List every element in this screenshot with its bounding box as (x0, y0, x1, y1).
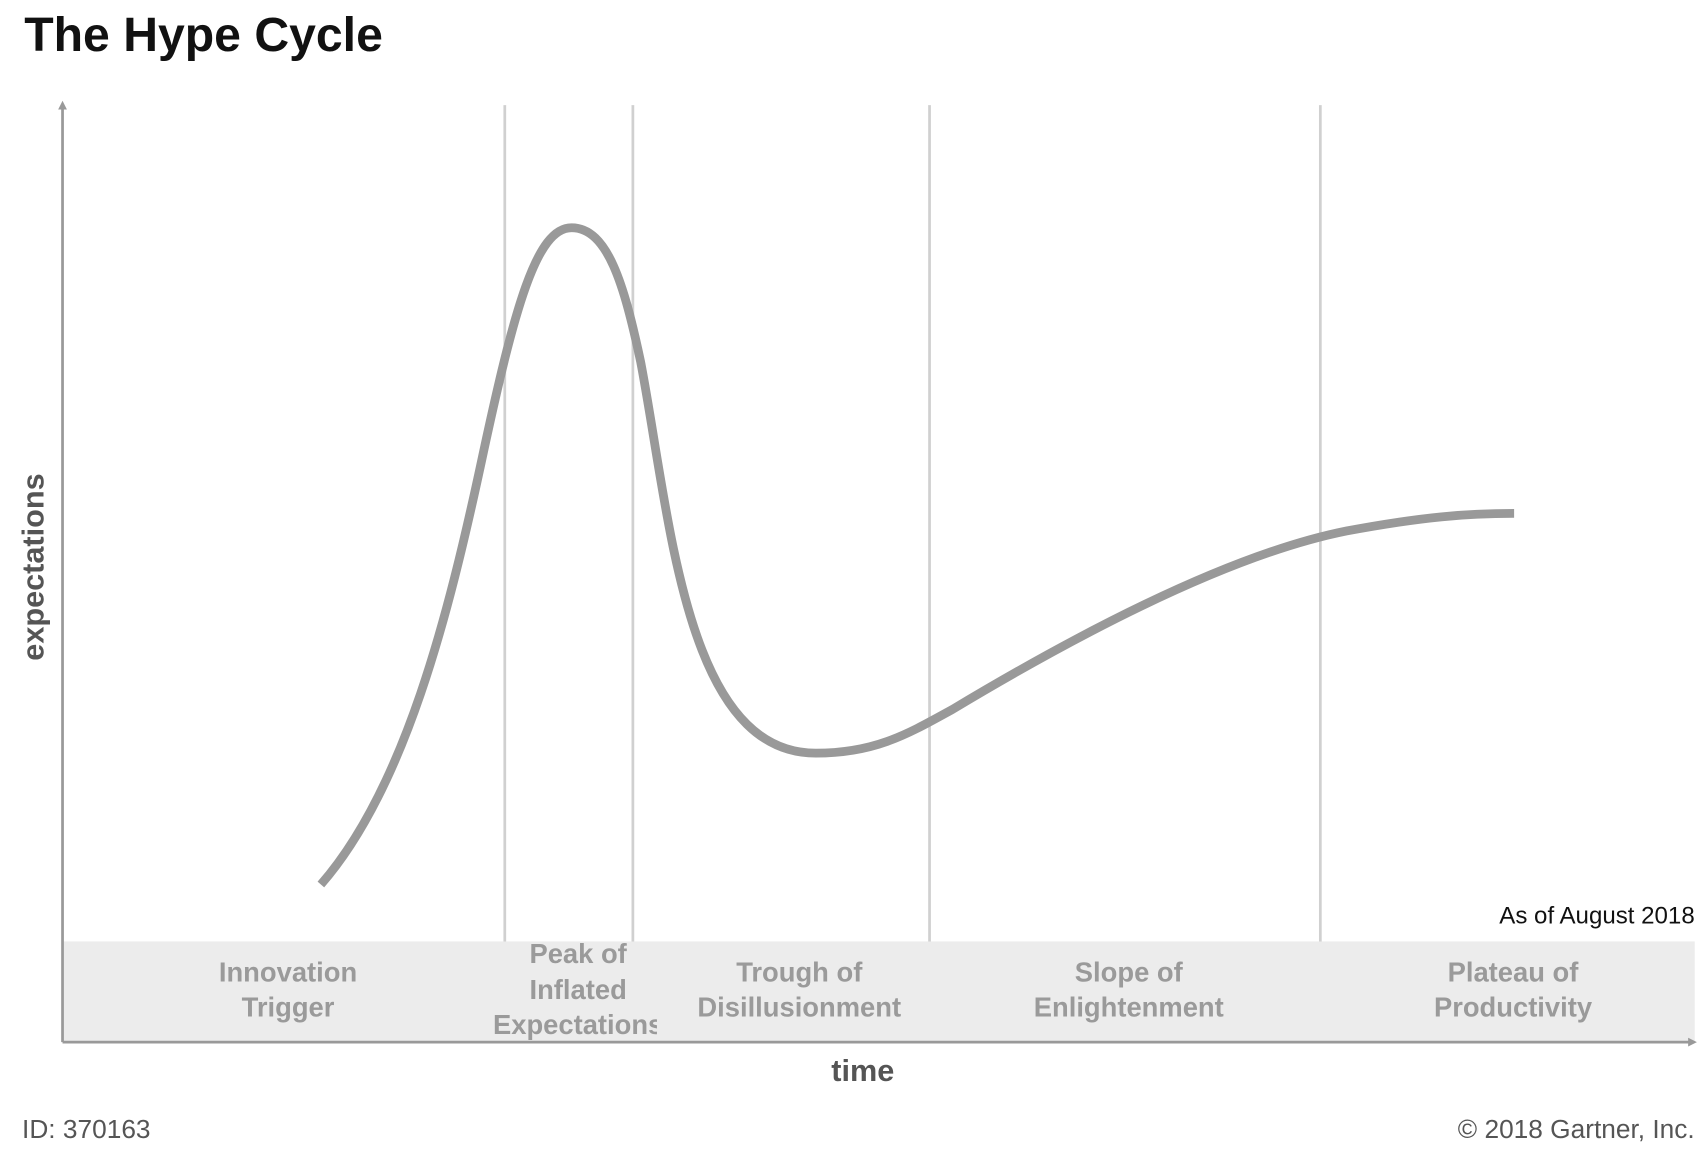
hype-curve (317, 223, 1515, 888)
phase-label: Inflated (529, 974, 626, 1005)
phase-label: Productivity (1434, 992, 1593, 1023)
phase-label: Plateau of (1448, 957, 1580, 988)
phase-band (62, 941, 1695, 1043)
copyright: © 2018 Gartner, Inc. (1458, 1114, 1695, 1144)
phase-label: Disillusionment (697, 992, 901, 1023)
phase-label: Trigger (242, 992, 335, 1023)
title: The Hype Cycle (24, 8, 383, 62)
phase-dividers (503, 105, 1322, 942)
phase-label: Slope of (1075, 957, 1184, 988)
arrow (58, 100, 67, 110)
axes (58, 100, 1697, 1047)
phase-label: Innovation (219, 957, 357, 988)
phase-label: Enlightenment (1034, 992, 1224, 1023)
y-axis-label: expectations (16, 473, 50, 660)
doc-id: ID: 370163 (22, 1114, 151, 1144)
phase-label: Peak of (529, 938, 627, 969)
x-axis-label: time (831, 1054, 894, 1088)
phase-label: Trough of (736, 957, 863, 988)
date-note: As of August 2018 (1499, 903, 1694, 930)
phase-label: Expectations (493, 1009, 663, 1040)
arrow (1688, 1037, 1697, 1047)
